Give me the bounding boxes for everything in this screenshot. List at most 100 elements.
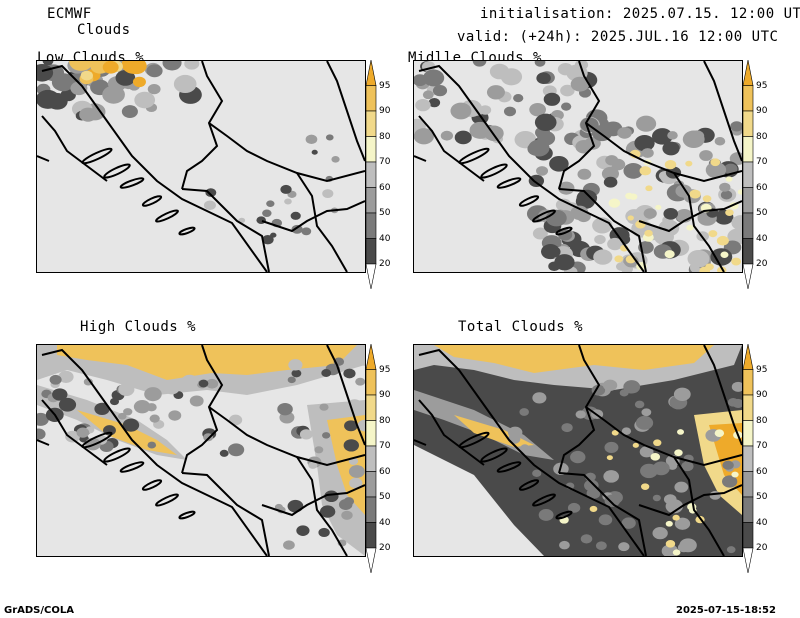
cloud-cell [621,517,636,529]
colorbar-segment [365,136,377,163]
island-outline [178,226,196,236]
cloud-cell [355,377,365,386]
cloud-cell [147,441,157,449]
cloud-cell [716,235,729,246]
cloud-cell [686,224,694,231]
colorbar-bottom-arrow [742,263,754,290]
colorbar-top-arrow [742,59,754,86]
cloud-cell [314,446,324,454]
cloud-cell [732,398,742,409]
cloud-cell [674,517,691,530]
colorbar-segment [365,85,377,112]
colorbar-graphic [742,343,754,574]
cloud-cell [589,505,598,513]
island-outline [103,163,131,179]
cloud-cell [423,69,445,87]
cloud-cell [507,434,521,444]
island-outline [155,209,179,223]
cloud-cell [528,174,545,188]
country-border [638,484,742,517]
colorbar-label: 60 [379,182,391,193]
colorbar-label: 95 [379,80,391,91]
cloud-cell [623,380,641,394]
cloud-cell [500,68,523,86]
colorbar-label: 90 [756,390,768,400]
panel-title-high: High Clouds % [80,319,197,335]
cloud-cell [726,546,736,554]
cloud-cell [611,430,619,436]
cloud-cell [262,209,272,217]
island-outline [480,447,508,463]
cloud-cell [708,230,718,238]
cloud-cell [662,141,680,156]
colorbar-segment [365,445,377,472]
cloud-cell [440,130,454,141]
island-outline [141,479,163,491]
country-border [261,484,365,517]
cloud-cell [664,250,675,259]
colorbar-bottom-arrow [365,547,377,574]
cloud-cell [37,428,46,440]
cloud-cell [561,102,572,111]
cloud-cell [710,158,721,167]
colorbar-segment [365,238,377,265]
cloud-cell [554,254,575,271]
country-border [585,406,742,467]
cloud-cell [617,127,632,139]
cloud-cell [536,166,549,176]
cloud-cell [731,257,742,266]
cloud-cell [730,121,742,132]
cloud-cell [577,168,592,180]
island-outline [141,195,163,207]
island-outline [119,177,145,189]
cloud-cell [261,234,274,245]
colorbar-label: 40 [379,233,391,244]
colorbar-segment [742,187,754,214]
cloud-cell [527,142,545,156]
colorbar-label: 40 [379,517,391,528]
cloud-cell [291,224,303,234]
cloud-cell [147,84,161,95]
cloud-cell [532,469,542,477]
colorbar-top-arrow [365,343,377,370]
cloud-cell [51,73,75,92]
colorbar-segment [365,471,377,498]
colorbar-segment [365,369,377,396]
colorbar-segment [742,238,754,265]
country-border [181,345,224,474]
cloud-cell [432,84,448,97]
country-border [558,61,601,190]
cloud-cell [664,159,677,170]
country-border [326,61,365,162]
map-panel-high [36,344,366,557]
cloud-cell [634,400,645,409]
country-border [37,439,50,446]
cloud-cell [321,369,332,377]
country-border [673,172,725,272]
cloud-cell [520,444,530,452]
cloud-cell [330,479,339,486]
colorbar-graphic [365,343,377,574]
cloud-cell [532,392,547,404]
colorbar-segment [742,369,754,396]
colorbar-segment [742,212,754,239]
cloud-cell [42,61,54,66]
colorbar-label: 90 [379,106,391,116]
colorbar-segment [365,212,377,239]
cloud-cell [655,204,662,210]
cloud-cell [189,395,204,407]
colorbar-segment [742,136,754,163]
cloud-area [414,345,742,556]
country-border [181,61,224,190]
cloud-cell [198,379,209,388]
cloud-cell [705,161,727,179]
island-outline [518,479,540,491]
colorbar-label: 60 [756,466,768,477]
colorbar-label: 40 [756,233,768,244]
cloud-cell [689,189,701,199]
cloud-cell [296,525,310,536]
island-outline [119,461,145,473]
cloud-cell [663,207,679,220]
cloud-cell [454,130,472,145]
cloud-cell [536,72,551,84]
